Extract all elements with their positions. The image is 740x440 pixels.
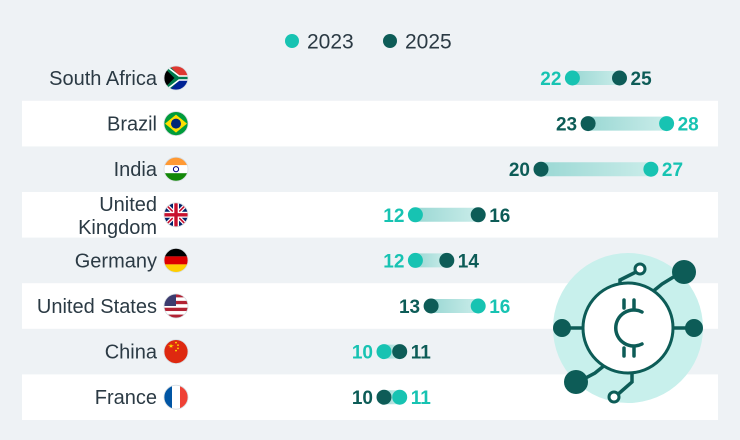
value-label-2025-south-africa: 25 — [631, 69, 653, 90]
row-brazil: Brazil 23 28 — [107, 111, 699, 136]
point-2023-china — [376, 344, 392, 360]
value-label-2025-brazil: 23 — [556, 115, 577, 136]
country-label-south-africa: South Africa — [49, 68, 158, 90]
point-2025-france — [376, 389, 392, 405]
connector-south-africa — [572, 71, 620, 85]
flag-za-icon — [164, 66, 188, 90]
legend-marker-2023 — [285, 34, 299, 48]
flag-us-icon-ring — [163, 293, 189, 319]
legend-label-2023: 2023 — [307, 31, 354, 54]
legend-marker-2025 — [383, 34, 397, 48]
value-label-2025-china: 11 — [411, 343, 432, 364]
point-2025-united-kingdom — [470, 207, 486, 223]
value-label-2025-united-kingdom: 16 — [489, 206, 510, 227]
value-label-2023-germany: 12 — [383, 251, 404, 272]
connector-germany — [415, 253, 447, 268]
legend: 2023 2025 — [285, 31, 452, 54]
value-label-2023-united-states: 16 — [489, 297, 510, 318]
flag-br-icon-ring — [163, 111, 189, 136]
point-2025-south-africa — [612, 70, 627, 86]
point-2023-india — [643, 161, 659, 177]
legend-label-2025: 2025 — [405, 31, 452, 54]
flag-in-icon — [164, 157, 188, 182]
flag-in-icon-ring — [163, 156, 189, 182]
value-label-2023-china: 10 — [352, 343, 373, 364]
country-label-germany: Germany — [75, 250, 157, 272]
flag-gb-icon-ring — [163, 202, 189, 228]
row-united-kingdom: United Kingdom 12 16 — [78, 194, 510, 239]
country-label-china: China — [105, 342, 158, 364]
flag-za-icon-ring — [163, 65, 189, 91]
value-label-2025-india: 20 — [509, 160, 530, 181]
value-label-2025-germany: 14 — [458, 251, 480, 272]
point-2023-germany — [407, 252, 423, 268]
point-2025-brazil — [580, 116, 596, 132]
value-label-2025-france: 10 — [352, 388, 373, 409]
flag-de-icon — [164, 248, 188, 273]
flag-br-icon — [164, 111, 188, 136]
crypto-coin-circuit-icon — [553, 253, 703, 404]
row-band-united-kingdom — [22, 192, 718, 238]
connector-united-states — [431, 299, 479, 313]
point-2023-brazil — [659, 116, 675, 132]
country-label-brazil: Brazil — [107, 114, 157, 136]
value-label-2023-india: 27 — [662, 160, 683, 181]
connector-united-kingdom — [415, 207, 479, 222]
flag-de-icon-ring — [163, 247, 189, 273]
point-2023-south-africa — [564, 70, 580, 86]
country-label-india: India — [114, 159, 158, 181]
row-germany: Germany 12 14 — [75, 247, 480, 273]
row-south-africa: South Africa 22 25 — [49, 65, 653, 91]
row-france: France 10 11 — [95, 384, 432, 410]
chart-rows: South Africa 22 25 Brazil 23 28 India 20 27 Unite… — [37, 65, 699, 410]
flag-gb-icon — [164, 202, 188, 227]
connector-brazil — [588, 116, 667, 131]
point-2025-germany — [439, 252, 455, 268]
point-2023-france — [392, 389, 408, 405]
point-2023-united-states — [470, 298, 486, 314]
flag-fr-icon — [164, 385, 188, 410]
country-label-united-states: United States — [37, 296, 157, 318]
point-2025-china — [392, 344, 408, 360]
flag-fr-icon-ring — [163, 384, 189, 410]
row-china: China 10 11 — [105, 339, 432, 365]
value-label-2025-united-states: 13 — [399, 297, 420, 318]
country-label-united-kingdom: United Kingdom — [78, 194, 157, 239]
connector-india — [541, 162, 651, 177]
value-label-2023-united-kingdom: 12 — [383, 206, 404, 227]
value-label-2023-brazil: 28 — [678, 115, 699, 136]
flag-us-icon — [164, 294, 188, 318]
country-label-france: France — [95, 387, 157, 409]
row-india: India 20 27 — [114, 156, 683, 182]
flag-cn-icon — [164, 339, 188, 364]
point-2025-united-states — [423, 298, 439, 314]
point-2023-united-kingdom — [407, 207, 423, 223]
value-label-2023-south-africa: 22 — [540, 69, 561, 90]
flag-cn-icon-ring — [163, 339, 189, 365]
row-united-states: United States 13 16 — [37, 293, 510, 319]
point-2025-india — [533, 161, 549, 177]
value-label-2023-france: 11 — [411, 388, 432, 409]
